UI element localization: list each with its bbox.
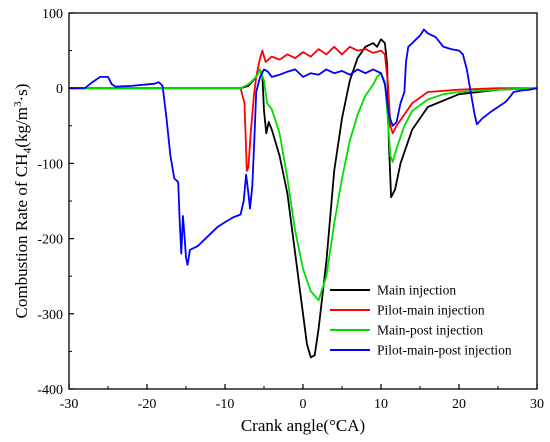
y-axis-title-rest: ·s) xyxy=(12,84,31,102)
y-tick-label: -200 xyxy=(37,233,63,248)
series-line-1 xyxy=(69,38,537,359)
y-tick-label: -400 xyxy=(37,383,63,398)
y-tick-label: -300 xyxy=(37,308,63,323)
x-tick-label: 0 xyxy=(300,397,307,412)
y-axis-title-main: Combustion Rate of CH xyxy=(12,154,31,319)
legend-label-2: Pilot-main injection xyxy=(377,303,485,318)
y-axis-title-superscript: 3 xyxy=(12,101,24,107)
series-line-2 xyxy=(69,45,537,172)
x-tick-label: -10 xyxy=(216,397,235,412)
x-axis-title: Crank angle(°CA) xyxy=(241,416,365,435)
x-tick-label: -30 xyxy=(60,397,79,412)
x-tick-label: 20 xyxy=(452,397,466,412)
x-tick-label: -20 xyxy=(138,397,157,412)
y-tick-label: 100 xyxy=(42,7,63,22)
y-tick-label: 0 xyxy=(56,82,63,97)
series-line-4 xyxy=(69,28,537,266)
y-axis-title: Combustion Rate of CH4(kg/m3·s) xyxy=(12,84,34,319)
legend-label-1: Main injection xyxy=(377,283,456,298)
legend: Main injection Pilot-main injection Main-p… xyxy=(330,283,512,358)
legend-label-4: Pilot-main-post injection xyxy=(377,343,512,358)
x-tick-label: 30 xyxy=(530,397,544,412)
series-layer xyxy=(69,28,537,359)
y-axis-title-subscript: 4 xyxy=(20,148,34,154)
x-tick-label: 10 xyxy=(374,397,388,412)
series-line-3 xyxy=(69,68,537,302)
y-axis-title-paren: (kg/m xyxy=(12,107,31,148)
legend-label-3: Main-post injection xyxy=(377,323,483,338)
y-tick-label: -100 xyxy=(37,157,63,172)
